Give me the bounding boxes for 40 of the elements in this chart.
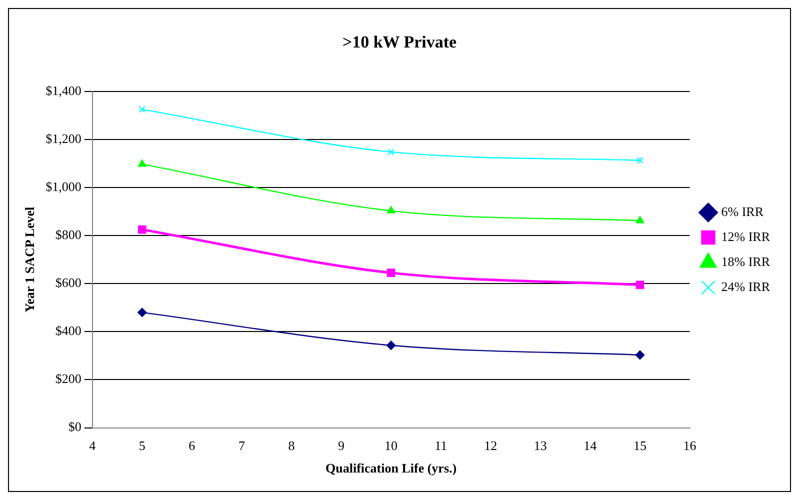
legend-label: 24% IRR [721,278,770,294]
y-tick-label: $600 [55,275,82,290]
legend-label: 6% IRR [721,204,764,219]
x-tick-label: 10 [384,438,398,454]
x-tick-label: 5 [138,438,146,454]
y-tick-label: $200 [55,371,82,386]
point [386,340,396,350]
point [388,148,394,156]
point [386,206,396,214]
y-tick-label: $400 [55,323,82,338]
x-tick-label: 13 [534,438,547,454]
x-tick-label: 4 [89,438,96,454]
x-tick-label: 14 [584,438,598,454]
y-axis-title: Year 1 SACP Level [22,206,38,312]
point [138,225,146,234]
point [138,160,146,167]
point [636,156,644,164]
x-tick-label: 12 [484,438,498,454]
x-tick-label: 7 [238,438,246,454]
chart-title: >10 kW Private [342,32,458,52]
point [138,106,146,113]
point [138,308,147,318]
legend-label: 18% IRR [721,254,770,269]
x-tick-label: 16 [683,438,697,454]
x-tick-label: 15 [633,438,646,454]
x-tick-label: 8 [288,438,295,454]
x-tick-label: 11 [434,438,448,454]
point [386,268,396,277]
x-axis-title: Qualification Life (yrs.) [326,460,457,476]
y-tick-label: $1,400 [46,82,82,98]
x-tick-label: 9 [338,438,345,454]
legend-label: 12% IRR [721,228,770,244]
point [636,216,644,224]
x-tick-label: 6 [188,438,196,454]
y-tick-label: $1,000 [46,178,82,194]
y-tick-label: $0 [68,419,82,434]
y-tick-label: $1,200 [46,130,82,146]
point [635,350,645,360]
y-tick-label: $800 [55,226,82,242]
point [636,280,644,289]
